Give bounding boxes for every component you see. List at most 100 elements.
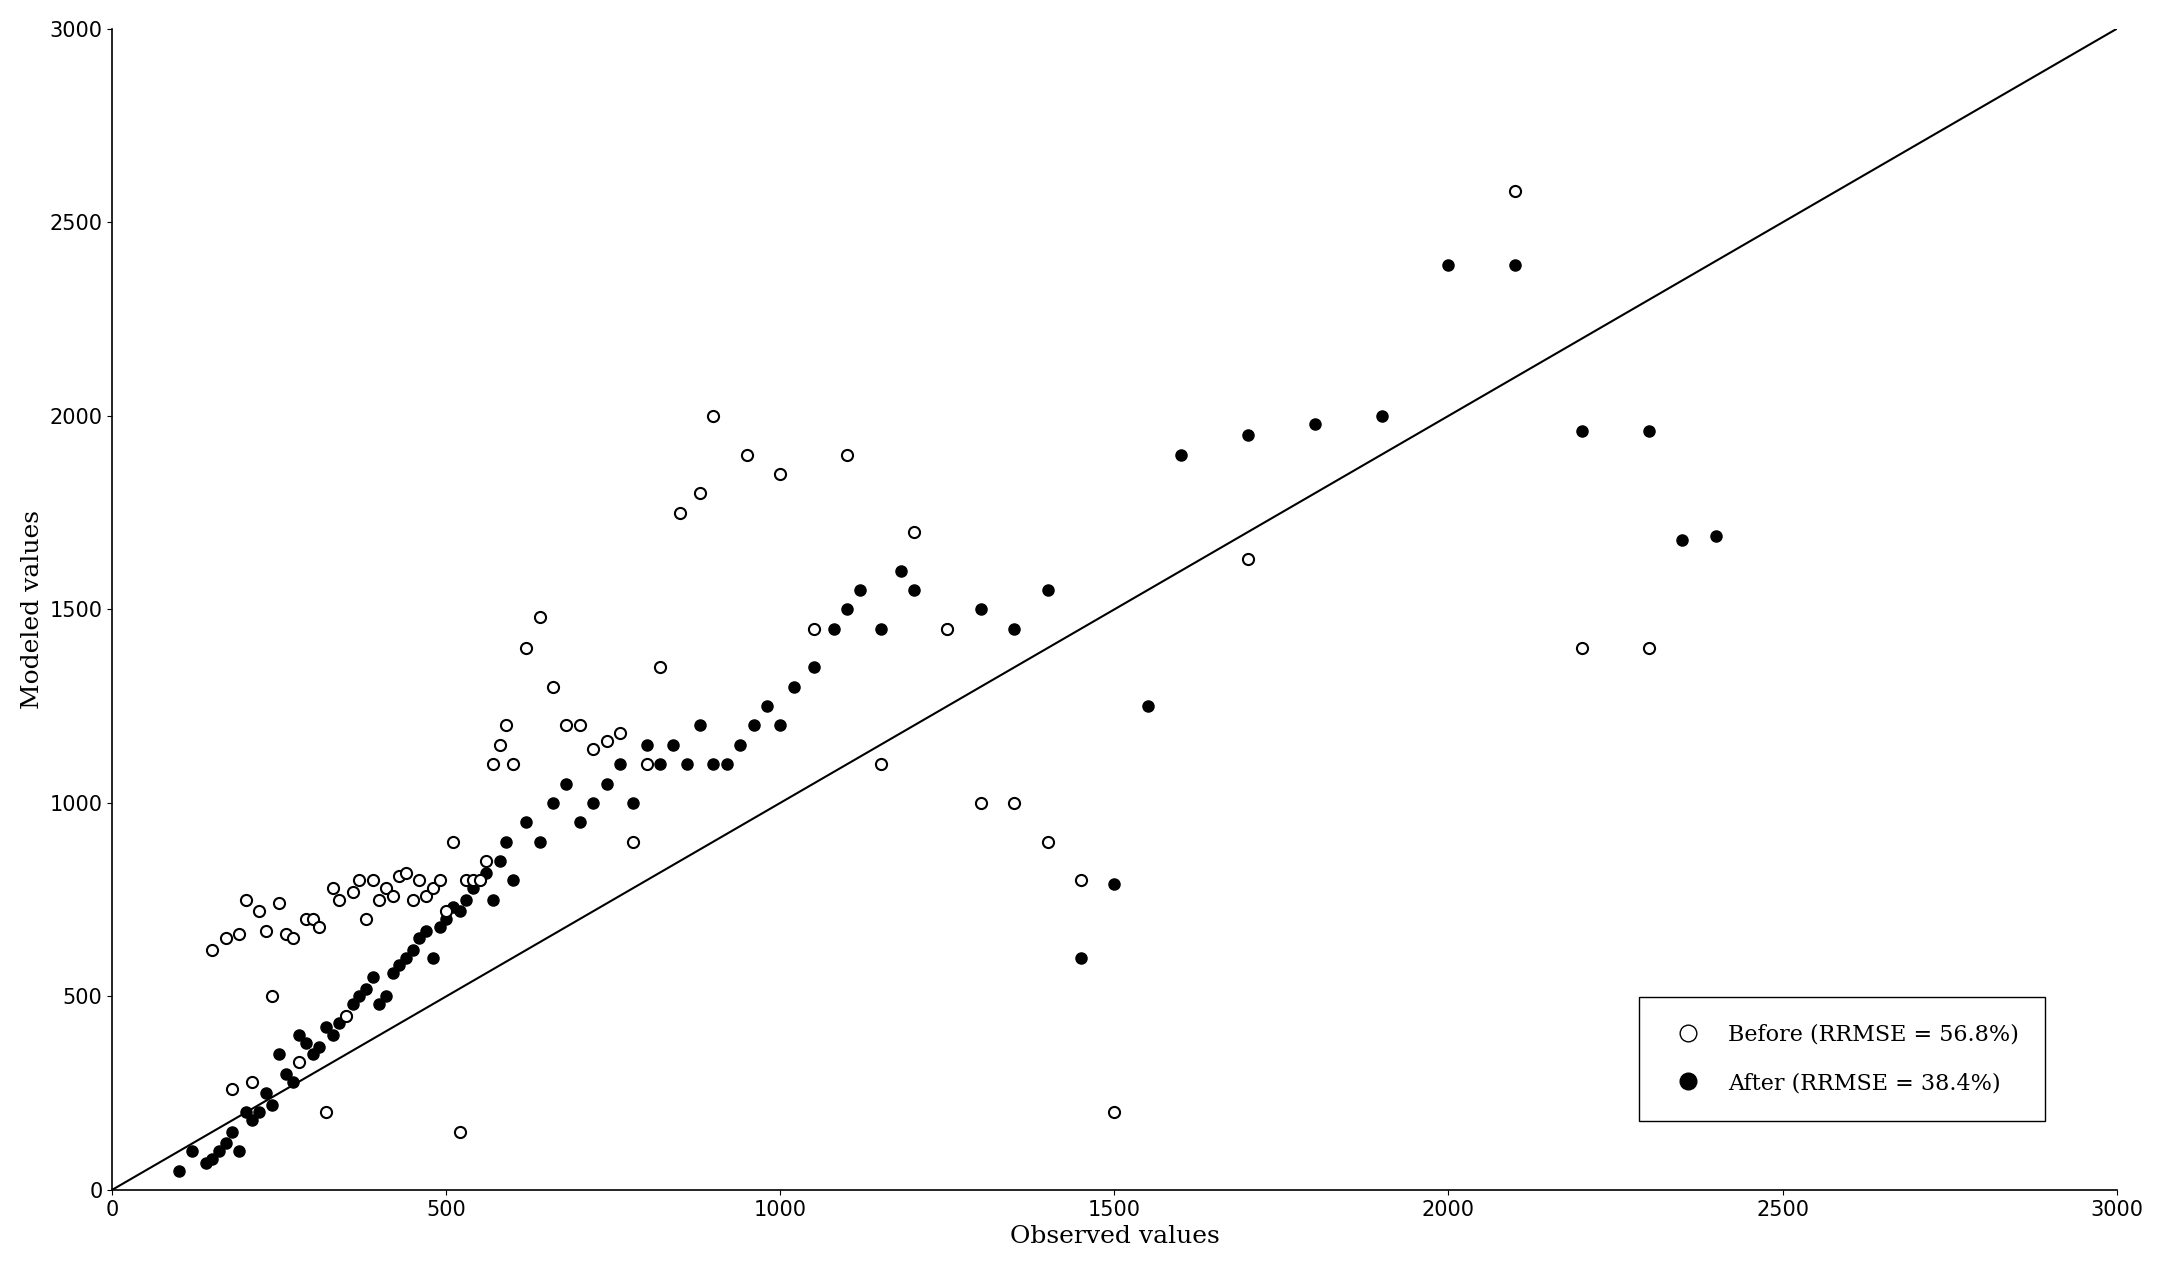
After (RRMSE = 38.4%) xyxy=(589,773,623,793)
After (RRMSE = 38.4%) xyxy=(361,994,396,1014)
Before (RRMSE = 56.8%) xyxy=(589,731,623,751)
Before (RRMSE = 56.8%) xyxy=(1030,831,1065,851)
After (RRMSE = 38.4%) xyxy=(1632,421,1666,442)
After (RRMSE = 38.4%) xyxy=(550,773,584,793)
Before (RRMSE = 56.8%) xyxy=(214,1079,249,1099)
Before (RRMSE = 56.8%) xyxy=(281,1052,316,1072)
After (RRMSE = 38.4%) xyxy=(288,1033,322,1053)
Before (RRMSE = 56.8%) xyxy=(403,871,437,891)
Before (RRMSE = 56.8%) xyxy=(229,890,264,910)
Before (RRMSE = 56.8%) xyxy=(309,1103,344,1123)
After (RRMSE = 38.4%) xyxy=(1565,421,1599,442)
After (RRMSE = 38.4%) xyxy=(522,831,556,851)
After (RRMSE = 38.4%) xyxy=(275,1071,309,1091)
After (RRMSE = 38.4%) xyxy=(188,1152,223,1173)
After (RRMSE = 38.4%) xyxy=(476,890,511,910)
Before (RRMSE = 56.8%) xyxy=(236,1071,270,1091)
Before (RRMSE = 56.8%) xyxy=(496,754,530,774)
After (RRMSE = 38.4%) xyxy=(697,754,731,774)
After (RRMSE = 38.4%) xyxy=(496,871,530,891)
After (RRMSE = 38.4%) xyxy=(1430,255,1465,275)
Before (RRMSE = 56.8%) xyxy=(931,618,965,638)
After (RRMSE = 38.4%) xyxy=(281,1025,316,1046)
After (RRMSE = 38.4%) xyxy=(563,812,597,832)
Before (RRMSE = 56.8%) xyxy=(1497,181,1532,202)
After (RRMSE = 38.4%) xyxy=(316,1025,351,1046)
Before (RRMSE = 56.8%) xyxy=(963,793,998,813)
After (RRMSE = 38.4%) xyxy=(335,994,370,1014)
After (RRMSE = 38.4%) xyxy=(435,897,470,917)
After (RRMSE = 38.4%) xyxy=(509,812,543,832)
Before (RRMSE = 56.8%) xyxy=(509,638,543,659)
Before (RRMSE = 56.8%) xyxy=(415,878,450,898)
After (RRMSE = 38.4%) xyxy=(896,580,931,600)
Before (RRMSE = 56.8%) xyxy=(1231,549,1266,570)
After (RRMSE = 38.4%) xyxy=(249,1082,283,1103)
After (RRMSE = 38.4%) xyxy=(229,1103,264,1123)
After (RRMSE = 38.4%) xyxy=(1030,580,1065,600)
Before (RRMSE = 56.8%) xyxy=(342,871,377,891)
After (RRMSE = 38.4%) xyxy=(201,1141,236,1161)
Before (RRMSE = 56.8%) xyxy=(537,676,571,697)
After (RRMSE = 38.4%) xyxy=(415,948,450,968)
After (RRMSE = 38.4%) xyxy=(489,831,524,851)
After (RRMSE = 38.4%) xyxy=(236,1110,270,1131)
After (RRMSE = 38.4%) xyxy=(374,963,409,983)
Before (RRMSE = 56.8%) xyxy=(1565,638,1599,659)
After (RRMSE = 38.4%) xyxy=(268,1063,303,1084)
After (RRMSE = 38.4%) xyxy=(617,793,651,813)
After (RRMSE = 38.4%) xyxy=(1497,255,1532,275)
After (RRMSE = 38.4%) xyxy=(208,1133,242,1154)
Before (RRMSE = 56.8%) xyxy=(249,920,283,940)
After (RRMSE = 38.4%) xyxy=(294,1044,329,1065)
After (RRMSE = 38.4%) xyxy=(749,695,783,716)
After (RRMSE = 38.4%) xyxy=(576,793,610,813)
After (RRMSE = 38.4%) xyxy=(1231,425,1266,445)
After (RRMSE = 38.4%) xyxy=(470,863,504,883)
Before (RRMSE = 56.8%) xyxy=(483,735,517,755)
After (RRMSE = 38.4%) xyxy=(777,676,812,697)
Before (RRMSE = 56.8%) xyxy=(489,716,524,736)
After (RRMSE = 38.4%) xyxy=(844,580,879,600)
After (RRMSE = 38.4%) xyxy=(816,618,850,638)
Before (RRMSE = 56.8%) xyxy=(422,871,457,891)
After (RRMSE = 38.4%) xyxy=(221,1141,255,1161)
Before (RRMSE = 56.8%) xyxy=(448,871,483,891)
After (RRMSE = 38.4%) xyxy=(630,735,664,755)
Before (RRMSE = 56.8%) xyxy=(1632,638,1666,659)
After (RRMSE = 38.4%) xyxy=(1699,525,1733,546)
After (RRMSE = 38.4%) xyxy=(998,618,1032,638)
After (RRMSE = 38.4%) xyxy=(1097,874,1132,895)
Before (RRMSE = 56.8%) xyxy=(457,871,491,891)
X-axis label: Observed values: Observed values xyxy=(1011,1225,1218,1249)
Before (RRMSE = 56.8%) xyxy=(697,406,731,426)
Y-axis label: Modeled values: Modeled values xyxy=(22,510,43,709)
Before (RRMSE = 56.8%) xyxy=(563,716,597,736)
Before (RRMSE = 56.8%) xyxy=(390,863,424,883)
Before (RRMSE = 56.8%) xyxy=(294,909,329,929)
After (RRMSE = 38.4%) xyxy=(883,561,918,581)
After (RRMSE = 38.4%) xyxy=(963,599,998,619)
Before (RRMSE = 56.8%) xyxy=(1065,871,1099,891)
Before (RRMSE = 56.8%) xyxy=(355,871,390,891)
Before (RRMSE = 56.8%) xyxy=(796,618,831,638)
After (RRMSE = 38.4%) xyxy=(537,793,571,813)
Before (RRMSE = 56.8%) xyxy=(1097,1103,1132,1123)
After (RRMSE = 38.4%) xyxy=(669,754,703,774)
After (RRMSE = 38.4%) xyxy=(736,716,770,736)
After (RRMSE = 38.4%) xyxy=(214,1122,249,1142)
Before (RRMSE = 56.8%) xyxy=(684,483,718,504)
After (RRMSE = 38.4%) xyxy=(448,890,483,910)
After (RRMSE = 38.4%) xyxy=(483,850,517,871)
After (RRMSE = 38.4%) xyxy=(710,754,744,774)
Before (RRMSE = 56.8%) xyxy=(316,878,351,898)
Before (RRMSE = 56.8%) xyxy=(662,503,697,523)
Before (RRMSE = 56.8%) xyxy=(550,716,584,736)
After (RRMSE = 38.4%) xyxy=(764,716,799,736)
After (RRMSE = 38.4%) xyxy=(1164,444,1199,464)
After (RRMSE = 38.4%) xyxy=(656,735,690,755)
Before (RRMSE = 56.8%) xyxy=(643,657,677,678)
Before (RRMSE = 56.8%) xyxy=(998,793,1032,813)
After (RRMSE = 38.4%) xyxy=(602,754,636,774)
Before (RRMSE = 56.8%) xyxy=(522,607,556,627)
